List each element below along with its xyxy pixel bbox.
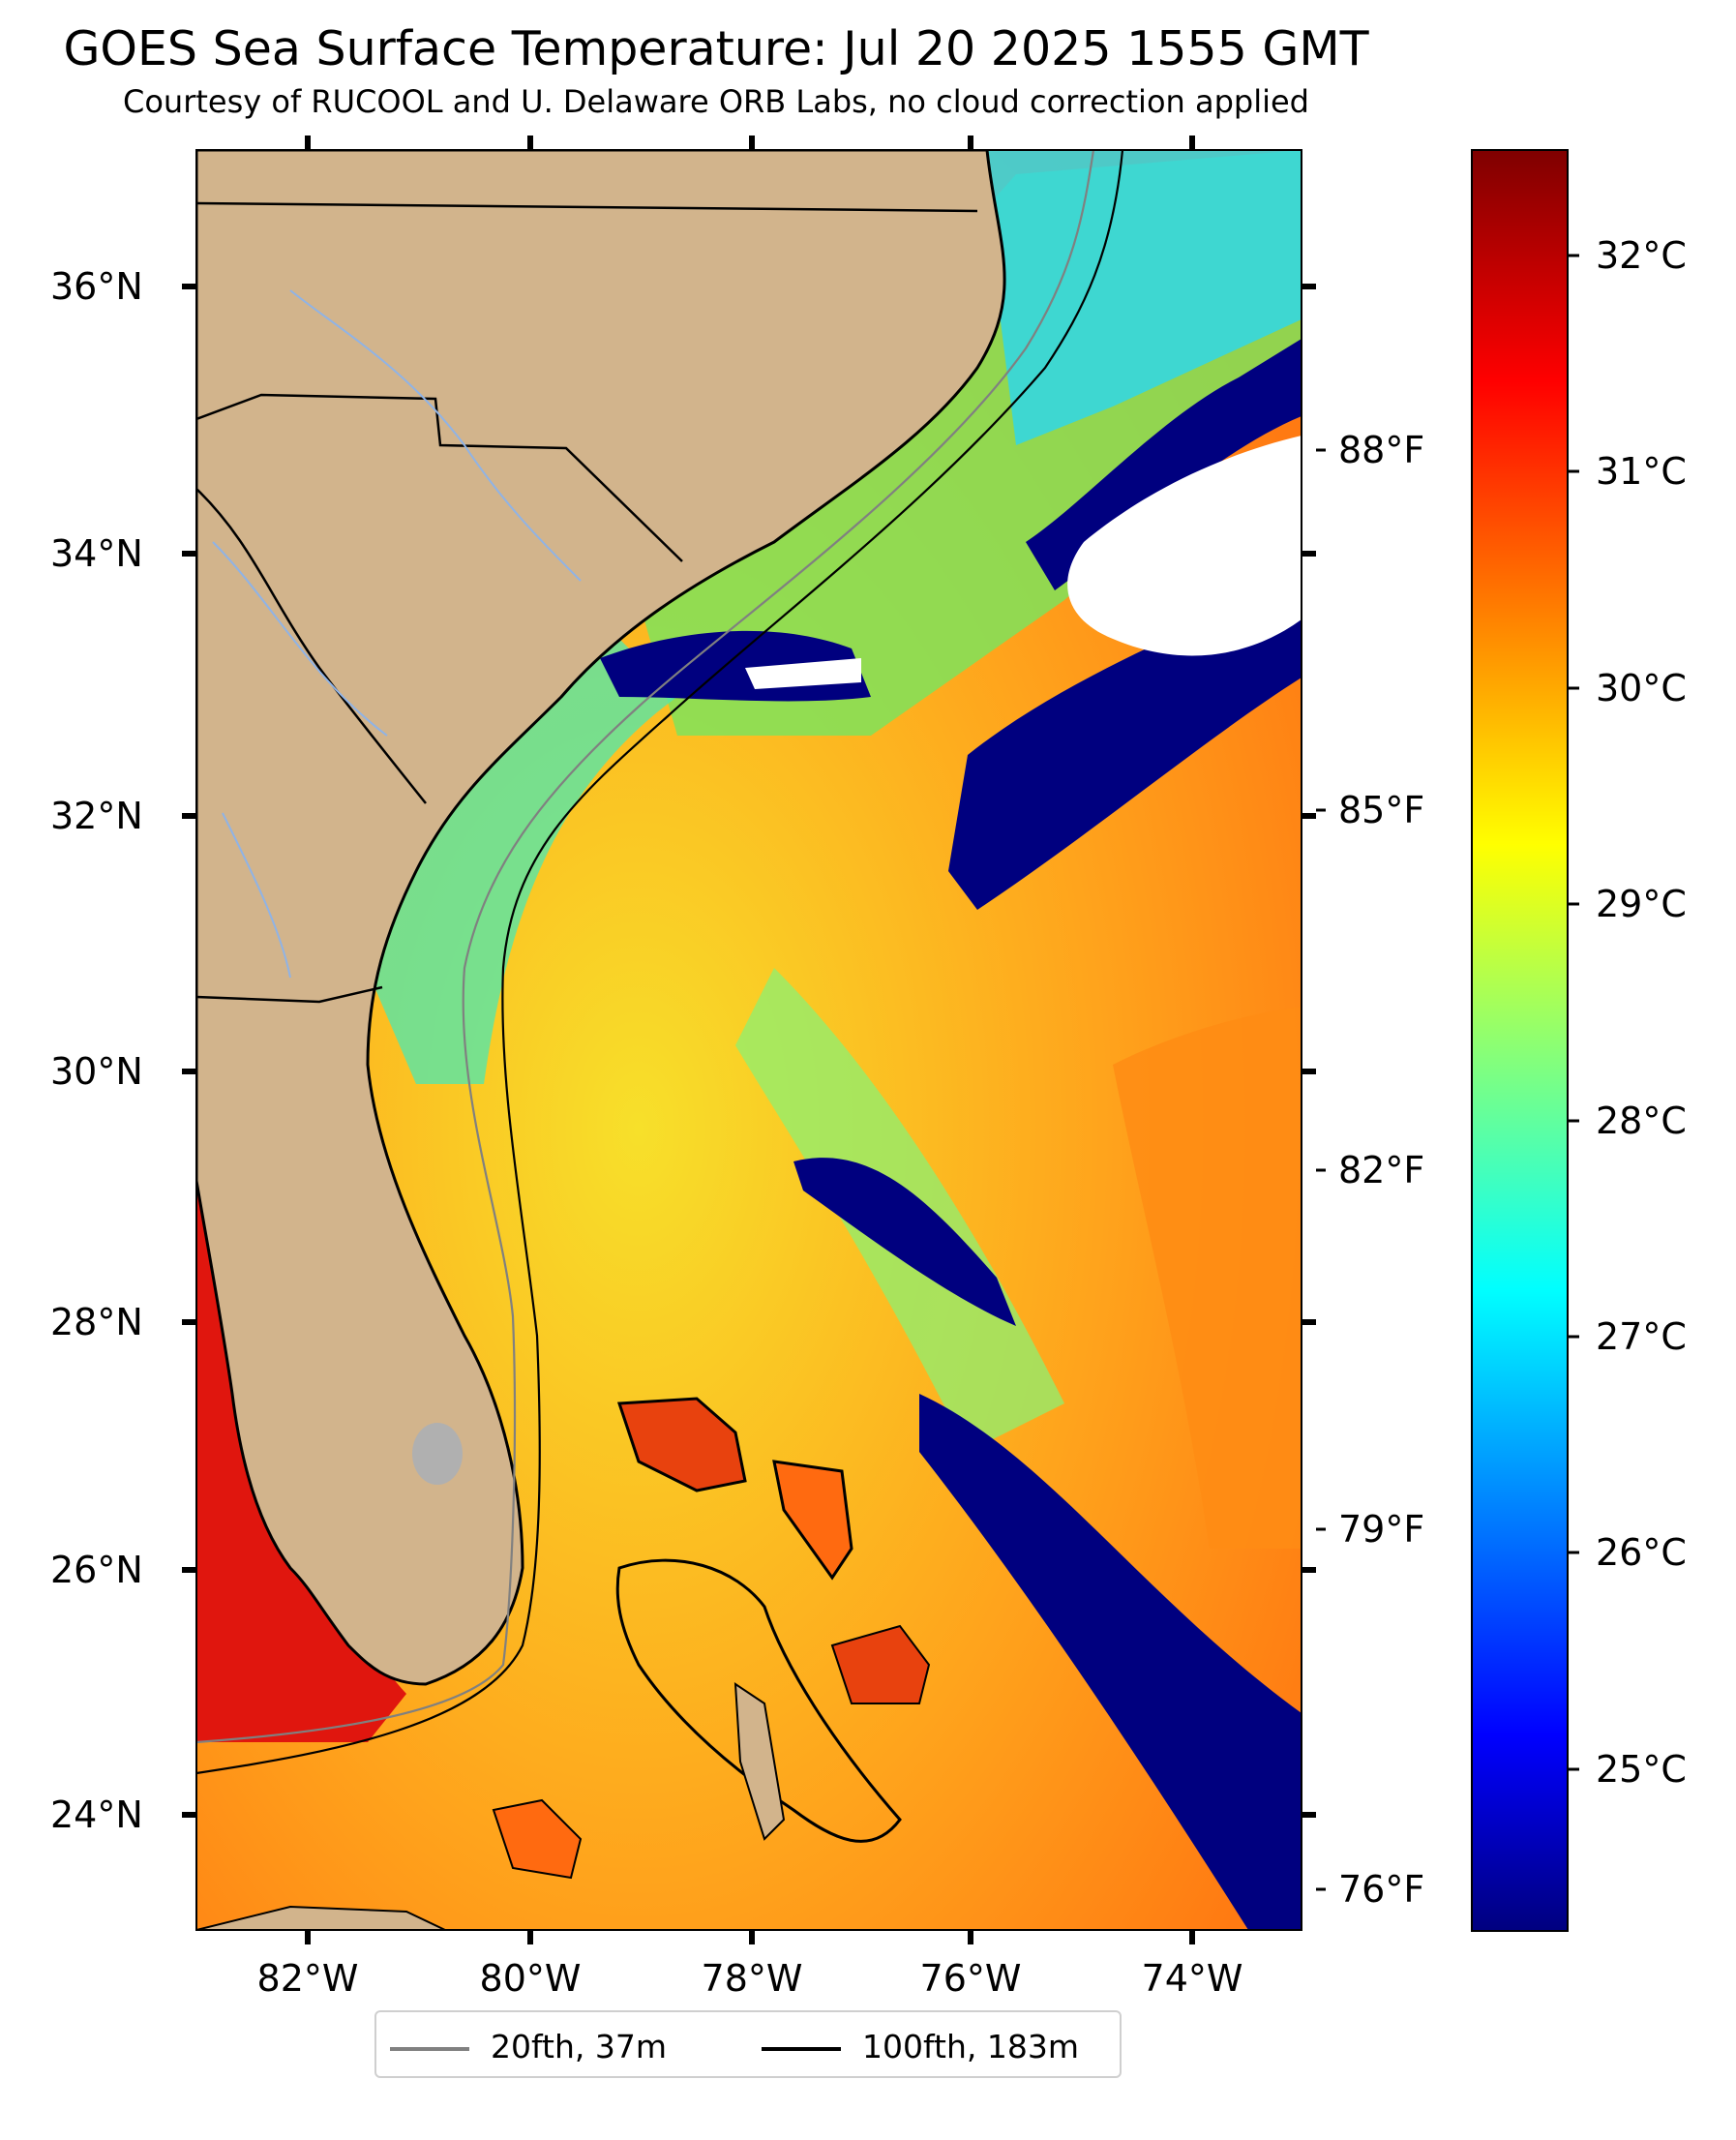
state-border-nc-sc — [196, 393, 683, 562]
bahamas-andros — [733, 1682, 786, 1841]
cloud-mask-north — [1067, 436, 1302, 656]
lon-label-76w: 76°W — [919, 1957, 1022, 2000]
cold-patch-band-1 — [793, 1158, 1016, 1326]
isobath-100fth — [196, 150, 1124, 1775]
nearshore-cool-water — [358, 639, 677, 1084]
legend-swatch-20fth — [390, 2047, 469, 2051]
lon-ticks — [305, 136, 1195, 1944]
northern-cool-water — [968, 150, 1302, 445]
lon-label-80w: 80°W — [479, 1957, 582, 2000]
fahrenheit-label-79: 79°F — [1338, 1508, 1425, 1551]
eastern-warm-water — [1113, 1007, 1302, 1549]
river-1 — [289, 289, 582, 582]
isobath-legend: 20fth, 37m 100fth, 183m — [374, 2010, 1122, 2078]
state-border-va-nc — [196, 201, 978, 213]
colorbar-label-25c: 25°C — [1596, 1748, 1687, 1791]
colorbar-label-29c: 29°C — [1596, 883, 1687, 925]
fahrenheit-label-82: 82°F — [1338, 1149, 1425, 1191]
cuba-coast — [196, 1905, 446, 1930]
isobath-20fth — [196, 150, 1095, 1744]
colorbar-label-26c: 26°C — [1596, 1531, 1687, 1574]
lon-label-74w: 74°W — [1141, 1957, 1243, 2000]
lat-label-26n: 26°N — [50, 1549, 143, 1591]
chart-title: GOES Sea Surface Temperature: Jul 20 202… — [63, 21, 1369, 76]
lat-label-30n: 30°N — [50, 1050, 143, 1093]
cold-patch-mid — [948, 581, 1302, 910]
us-landmass — [196, 150, 1006, 1686]
lake-okeechobee — [412, 1423, 463, 1485]
colorbar-label-31c: 31°C — [1596, 450, 1687, 493]
fahrenheit-ticks — [1316, 448, 1326, 1891]
lat-label-28n: 28°N — [50, 1301, 143, 1343]
colorbar-ticks — [1568, 254, 1579, 1771]
legend-label-100fth: 100fth, 183m — [862, 2028, 1079, 2065]
river-3 — [222, 812, 291, 979]
river-2 — [212, 541, 388, 737]
fahrenheit-label-76: 76°F — [1338, 1868, 1425, 1911]
map-plot-area — [196, 150, 1302, 1930]
colorbar-gradient — [1471, 149, 1569, 1932]
bahamas-eleuthera — [830, 1624, 931, 1704]
lat-label-24n: 24°N — [50, 1793, 143, 1836]
lon-label-82w: 82°W — [256, 1957, 359, 2000]
bahamas-great-bank — [615, 1558, 902, 1843]
colorbar-label-27c: 27°C — [1596, 1315, 1687, 1358]
lat-ticks — [182, 284, 1316, 1818]
lon-label-78w: 78°W — [701, 1957, 803, 2000]
bahamas-little-bahama-bank — [616, 1397, 747, 1492]
fahrenheit-label-88: 88°F — [1338, 429, 1425, 471]
lat-label-32n: 32°N — [50, 795, 143, 837]
cay-sal-bank — [492, 1798, 583, 1880]
state-border-ga-fl — [196, 985, 383, 1004]
colorbar-label-30c: 30°C — [1596, 667, 1687, 709]
bahamas-abaco — [772, 1460, 853, 1581]
legend-swatch-100fth — [762, 2047, 841, 2051]
colorbar-label-32c: 32°C — [1596, 234, 1687, 277]
colorbar-label-28c: 28°C — [1596, 1100, 1687, 1142]
cold-patch-north — [1026, 339, 1302, 590]
state-border-sc-ga — [196, 488, 427, 804]
cloud-mask-charleston — [745, 658, 861, 689]
cold-patch-band-2 — [919, 1394, 1302, 1930]
chart-subtitle: Courtesy of RUCOOL and U. Delaware ORB L… — [123, 83, 1309, 120]
lat-label-36n: 36°N — [50, 265, 143, 308]
lat-label-34n: 34°N — [50, 532, 143, 575]
legend-label-20fth: 20fth, 37m — [491, 2028, 667, 2065]
fahrenheit-label-85: 85°F — [1338, 789, 1425, 831]
